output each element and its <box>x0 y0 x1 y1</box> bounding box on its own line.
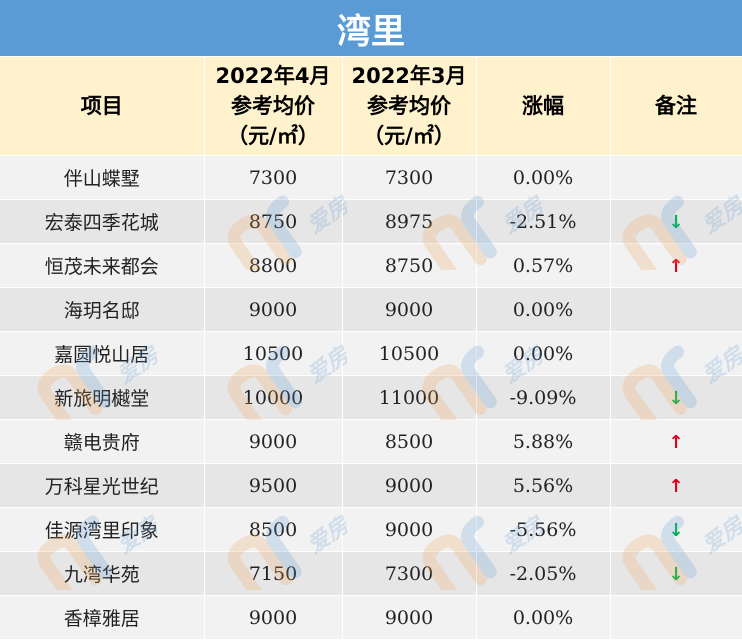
row-march-price: 9000 <box>342 287 477 332</box>
row-change: 0.57% <box>476 243 611 288</box>
row-remark <box>610 155 742 200</box>
row-march-price: 9000 <box>342 507 477 552</box>
header-april-line1: 2022年4月 <box>215 64 331 88</box>
table-row: 佳源湾里印象 8500 9000 -5.56% ↓ <box>0 507 742 552</box>
arrow-down-icon: ↓ <box>668 519 684 541</box>
row-remark: ↓ <box>610 507 742 552</box>
row-project-name: 宏泰四季花城 <box>0 199 205 244</box>
table-row: 嘉圆悦山居 10500 10500 0.00% <box>0 331 742 376</box>
table-row: 香樟雅居 9000 9000 0.00% <box>0 595 742 639</box>
row-remark <box>610 287 742 332</box>
row-march-price: 9000 <box>342 463 477 508</box>
table-row: 万科星光世纪 9500 9000 5.56% ↑ <box>0 463 742 508</box>
table-row: 九湾华苑 7150 7300 -2.05% ↓ <box>0 551 742 596</box>
table-row: 伴山蝶墅 7300 7300 0.00% <box>0 155 742 200</box>
row-march-price: 8975 <box>342 199 477 244</box>
row-project-name: 恒茂未来都会 <box>0 243 205 288</box>
row-change: 5.88% <box>476 419 611 464</box>
header-march-line3: （元/㎡） <box>363 124 455 148</box>
row-change: 0.00% <box>476 595 611 639</box>
header-remark: 备注 <box>610 57 742 156</box>
header-march-line2: 参考均价 <box>367 94 451 118</box>
page-title: 湾里 <box>0 0 742 57</box>
row-project-name: 赣电贵府 <box>0 419 205 464</box>
row-remark: ↓ <box>610 199 742 244</box>
row-april-price: 8750 <box>204 199 343 244</box>
row-remark <box>610 595 742 639</box>
row-project-name: 嘉圆悦山居 <box>0 331 205 376</box>
header-april-line2: 参考均价 <box>231 94 315 118</box>
row-march-price: 11000 <box>342 375 477 420</box>
row-project-name: 万科星光世纪 <box>0 463 205 508</box>
row-april-price: 8500 <box>204 507 343 552</box>
arrow-down-icon: ↓ <box>668 563 684 585</box>
row-remark <box>610 331 742 376</box>
row-change: -9.09% <box>476 375 611 420</box>
row-april-price: 9500 <box>204 463 343 508</box>
row-april-price: 9000 <box>204 287 343 332</box>
table-row: 恒茂未来都会 8800 8750 0.57% ↑ <box>0 243 742 288</box>
row-project-name: 新旅明樾堂 <box>0 375 205 420</box>
row-remark: ↓ <box>610 375 742 420</box>
header-april-price: 2022年4月 参考均价 （元/㎡） <box>204 57 343 156</box>
row-april-price: 7300 <box>204 155 343 200</box>
arrow-down-icon: ↓ <box>668 211 684 233</box>
header-change: 涨幅 <box>476 57 611 156</box>
row-change: -2.05% <box>476 551 611 596</box>
price-table: 项目 2022年4月 参考均价 （元/㎡） 2022年3月 参考均价 （元/㎡）… <box>0 57 742 639</box>
row-project-name: 九湾华苑 <box>0 551 205 596</box>
row-march-price: 7300 <box>342 551 477 596</box>
row-remark: ↑ <box>610 243 742 288</box>
header-april-line3: （元/㎡） <box>227 124 319 148</box>
row-april-price: 10000 <box>204 375 343 420</box>
row-project-name: 佳源湾里印象 <box>0 507 205 552</box>
row-april-price: 10500 <box>204 331 343 376</box>
row-march-price: 8500 <box>342 419 477 464</box>
row-change: -5.56% <box>476 507 611 552</box>
row-march-price: 9000 <box>342 595 477 639</box>
header-march-line1: 2022年3月 <box>351 64 467 88</box>
row-project-name: 伴山蝶墅 <box>0 155 205 200</box>
row-project-name: 海玥名邸 <box>0 287 205 332</box>
row-remark: ↓ <box>610 551 742 596</box>
row-march-price: 10500 <box>342 331 477 376</box>
row-change: -2.51% <box>476 199 611 244</box>
row-april-price: 7150 <box>204 551 343 596</box>
row-change: 5.56% <box>476 463 611 508</box>
arrow-up-icon: ↑ <box>668 255 684 277</box>
row-march-price: 7300 <box>342 155 477 200</box>
table-row: 海玥名邸 9000 9000 0.00% <box>0 287 742 332</box>
row-april-price: 9000 <box>204 419 343 464</box>
row-change: 0.00% <box>476 331 611 376</box>
table-row: 新旅明樾堂 10000 11000 -9.09% ↓ <box>0 375 742 420</box>
table-row: 赣电贵府 9000 8500 5.88% ↑ <box>0 419 742 464</box>
row-april-price: 8800 <box>204 243 343 288</box>
arrow-up-icon: ↑ <box>668 475 684 497</box>
table-header-row: 项目 2022年4月 参考均价 （元/㎡） 2022年3月 参考均价 （元/㎡）… <box>0 57 742 156</box>
row-april-price: 9000 <box>204 595 343 639</box>
row-project-name: 香樟雅居 <box>0 595 205 639</box>
row-change: 0.00% <box>476 155 611 200</box>
header-project: 项目 <box>0 57 205 156</box>
row-march-price: 8750 <box>342 243 477 288</box>
table-body: 伴山蝶墅 7300 7300 0.00% 宏泰四季花城 8750 8975 -2.51% ↓ 恒茂… <box>0 155 742 639</box>
arrow-up-icon: ↑ <box>668 431 684 453</box>
arrow-down-icon: ↓ <box>668 387 684 409</box>
table-row: 宏泰四季花城 8750 8975 -2.51% ↓ <box>0 199 742 244</box>
row-change: 0.00% <box>476 287 611 332</box>
row-remark: ↑ <box>610 419 742 464</box>
header-march-price: 2022年3月 参考均价 （元/㎡） <box>342 57 477 156</box>
row-remark: ↑ <box>610 463 742 508</box>
